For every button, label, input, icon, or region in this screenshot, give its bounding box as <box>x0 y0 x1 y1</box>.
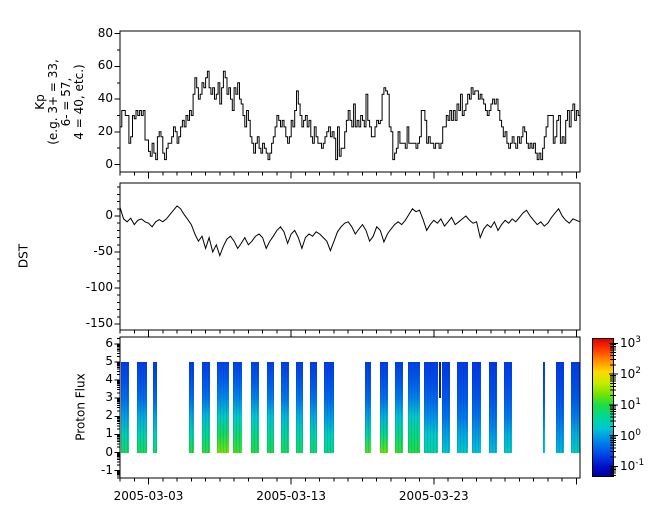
y-tick-label: -150 <box>85 316 113 330</box>
kp-line <box>120 70 580 161</box>
y-tick-label: 0 <box>105 444 113 459</box>
dst-line <box>119 205 581 258</box>
colorbar-tick-label: 10-1 <box>620 458 645 474</box>
colorbar <box>592 338 614 477</box>
colorbar-tick-label: 103 <box>620 335 642 351</box>
y-tick-label: -1 <box>101 462 113 477</box>
x-tick-label: 2005-03-13 <box>256 489 327 503</box>
proton-flux-stripe <box>365 362 371 453</box>
proton-flux-stripe <box>296 362 304 453</box>
y-tick-label: 2 <box>105 408 113 423</box>
proton-flux-stripe <box>456 362 468 453</box>
proton-flux-stripe <box>120 362 129 453</box>
proton-flux-stripe <box>310 362 318 453</box>
proton-flux-stripe <box>555 362 564 453</box>
y-tick-label: 4 <box>105 372 113 387</box>
proton-flux-stripe <box>438 362 441 399</box>
y-tick-label: 60 <box>97 58 113 73</box>
y-tick-label: 0 <box>105 156 113 171</box>
proton-flux-stripe <box>489 362 497 453</box>
x-tick-label: 2005-03-03 <box>113 489 184 503</box>
x-tick-label: 2005-03-23 <box>398 489 469 503</box>
proton-flux-stripe <box>266 362 274 453</box>
proton-flux-stripe <box>423 362 439 453</box>
proton-flux-stripe <box>137 362 147 453</box>
y-tick-label: 20 <box>97 123 113 138</box>
proton-flux-stripe <box>217 362 229 453</box>
y-tick-label: 80 <box>97 25 113 40</box>
proton-flux-stripe <box>280 362 289 453</box>
proton-flux-stripe <box>379 362 389 453</box>
y-tick-label: 3 <box>105 390 113 405</box>
y-tick-label: -50 <box>93 244 113 258</box>
proton-flux-stripe <box>250 362 260 453</box>
proton-flux-stripe <box>571 362 580 453</box>
y-tick-label: -100 <box>85 280 113 294</box>
colorbar-tick-label: 101 <box>620 396 642 412</box>
colorbar-tick-label: 102 <box>620 366 642 382</box>
y-tick-label: 40 <box>97 91 113 106</box>
proton-flux-heatmap <box>120 337 580 478</box>
proton-flux-stripe <box>408 362 420 453</box>
y-tick-label: 5 <box>105 354 113 368</box>
proton-flux-stripe <box>503 362 513 453</box>
colorbar-tick-label: 100 <box>620 427 642 443</box>
proton-flux-stripe <box>395 362 404 453</box>
proton-flux-stripe <box>202 362 211 453</box>
y-tick-label: 1 <box>105 426 113 441</box>
y-tick-label: 6 <box>105 335 113 350</box>
dst-axis-label: DST <box>16 243 31 269</box>
proton-flux-stripe <box>324 362 335 453</box>
proton-flux-stripe <box>543 362 545 453</box>
proton-flux-stripe <box>152 362 158 453</box>
proton-flux-stripe <box>441 362 450 453</box>
y-tick-label: 0 <box>105 208 113 222</box>
proton-flux-stripe <box>232 362 242 453</box>
proton-flux-stripe <box>188 362 195 453</box>
proton-flux-stripe <box>472 362 482 453</box>
